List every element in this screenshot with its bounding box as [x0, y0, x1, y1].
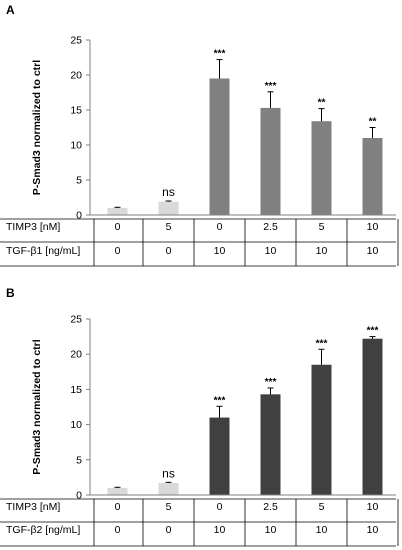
panel-a: A P-Smad3 normalized to ctrl 0 5 10 15 20 25 ns *… — [0, 3, 399, 267]
bar — [311, 121, 332, 215]
table-cell: 0 — [115, 501, 121, 513]
bar — [107, 487, 128, 495]
table-cell: 2.5 — [263, 221, 278, 233]
table-cell: 10 — [367, 221, 379, 233]
y-tick-label: 25 — [70, 314, 82, 326]
table-cell: 10 — [316, 245, 328, 257]
bar — [362, 338, 383, 495]
y-tick-label: 5 — [76, 454, 82, 466]
table-cell: 10 — [367, 524, 379, 536]
bar — [158, 201, 179, 215]
panel-letter: B — [6, 286, 15, 300]
table-cell: 10 — [367, 501, 379, 513]
y-tick-label: 15 — [70, 384, 82, 396]
y-tick-label: 10 — [70, 140, 82, 152]
bar — [260, 394, 281, 495]
y-tick-label: 20 — [70, 349, 82, 361]
significance-label: *** — [214, 49, 226, 60]
table-cell: 10 — [214, 524, 226, 536]
table-cell: 10 — [367, 245, 379, 257]
y-tick-label: 10 — [70, 419, 82, 431]
table-cell: 10 — [214, 245, 226, 257]
y-axis-label: P-Smad3 normalized to ctrl — [31, 339, 43, 474]
table-cell: 0 — [217, 501, 223, 513]
table-cell: 10 — [265, 524, 277, 536]
significance-label: ** — [318, 98, 326, 109]
bar — [209, 78, 230, 215]
significance-label: *** — [367, 326, 379, 337]
significance-label: *** — [316, 338, 328, 349]
y-tick-label: 25 — [70, 35, 82, 47]
table-cell: 5 — [319, 501, 325, 513]
table-cell: 0 — [217, 221, 223, 233]
bar — [158, 483, 179, 495]
significance-label: *** — [265, 377, 277, 388]
table-cell: 0 — [115, 245, 121, 257]
table-cell: 2.5 — [263, 501, 278, 513]
y-tick-label: 15 — [70, 105, 82, 117]
significance-label: ** — [369, 117, 377, 128]
significance-label: ns — [162, 185, 175, 199]
table-row-label: TIMP3 [nM] — [6, 501, 60, 513]
bar — [260, 107, 281, 215]
bar — [107, 208, 128, 215]
table-row-label: TGF-β1 [ng/mL] — [6, 245, 80, 257]
table-cell: 5 — [166, 221, 172, 233]
table-row-label: TGF-β2 [ng/mL] — [6, 524, 80, 536]
table-row-label: TIMP3 [nM] — [6, 221, 60, 233]
table-cell: 5 — [319, 221, 325, 233]
table-cell: 10 — [316, 524, 328, 536]
table-cell: 10 — [265, 245, 277, 257]
bar — [209, 417, 230, 495]
bar — [311, 364, 332, 495]
bar — [362, 138, 383, 215]
panel-b: B P-Smad3 normalized to ctrl 0 5 10 15 20 25 ns *… — [0, 286, 399, 547]
significance-label: *** — [214, 395, 226, 406]
y-tick-label: 0 — [76, 490, 82, 502]
significance-label: ns — [162, 466, 175, 480]
significance-label: *** — [265, 81, 277, 92]
table-cell: 0 — [166, 524, 172, 536]
y-tick-label: 0 — [76, 210, 82, 222]
y-axis-label: P-Smad3 normalized to ctrl — [31, 60, 43, 195]
table-cell: 0 — [115, 221, 121, 233]
table-cell: 5 — [166, 501, 172, 513]
table-cell: 0 — [115, 524, 121, 536]
panel-letter: A — [6, 3, 15, 17]
y-tick-label: 5 — [76, 175, 82, 187]
y-tick-label: 20 — [70, 70, 82, 82]
table-cell: 0 — [166, 245, 172, 257]
